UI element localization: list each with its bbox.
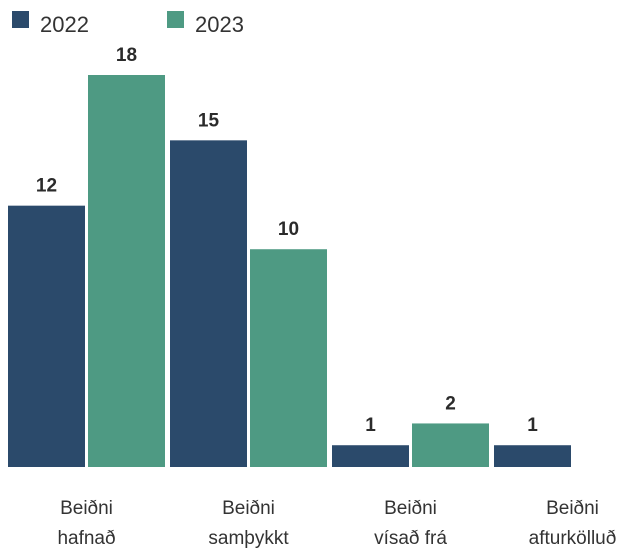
- category-label-0: Beiðni hafnað: [57, 498, 115, 549]
- data-label-2023-2: 2: [445, 393, 456, 414]
- legend-label-2022: 2022: [40, 12, 89, 37]
- legend-item-2022: 2022: [12, 11, 89, 37]
- legend-item-2023: 2023: [167, 11, 244, 37]
- bar-2023-1: [250, 249, 327, 467]
- category-label-1: Beiðni samþykkt: [208, 498, 289, 549]
- data-label-2023-0: 18: [116, 45, 137, 66]
- legend: 2022 2023: [12, 11, 244, 37]
- data-label-2022-0: 12: [36, 176, 57, 197]
- bar-2023-0: [88, 75, 165, 467]
- data-label-2022-1: 15: [198, 110, 220, 131]
- data-label-2023-1: 10: [278, 219, 299, 240]
- category-label-3: Beiðni afturkölluð: [529, 498, 617, 549]
- bar-2023-2: [412, 423, 489, 467]
- bar-2022-2: [332, 445, 409, 467]
- bar-2022-1: [170, 140, 247, 468]
- legend-label-2023: 2023: [195, 12, 244, 37]
- bar-2022-0: [8, 205, 85, 467]
- legend-swatch-2022: [12, 11, 29, 28]
- bar-2022-3: [494, 445, 571, 467]
- data-label-2022-3: 1: [527, 415, 538, 436]
- legend-swatch-2023: [167, 11, 184, 28]
- data-label-2022-2: 1: [365, 415, 376, 436]
- category-label-2: Beiðni vísað frá: [374, 498, 447, 549]
